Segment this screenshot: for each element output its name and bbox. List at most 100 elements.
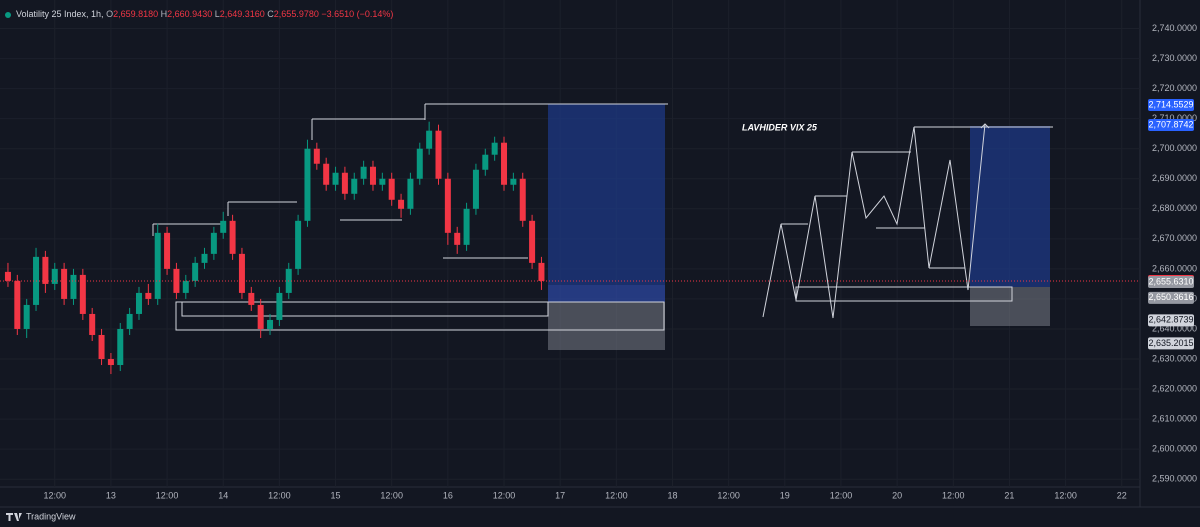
candles	[0, 121, 1140, 375]
axes: 2,590.0000 2,600.0000 2,610.0000 2,620.0000…	[43, 23, 1197, 500]
x-tick-label: 14	[218, 490, 228, 500]
candle-body	[192, 262, 199, 281]
x-tick-label: 12:00	[1054, 490, 1077, 500]
y-tick-label: 2,730.0000	[1152, 53, 1197, 63]
candle-body	[407, 178, 414, 209]
candle-body	[519, 178, 526, 221]
price-badge	[1148, 119, 1194, 132]
y-tick-label: 2,720.0000	[1152, 83, 1197, 93]
candle-body	[267, 319, 274, 329]
x-tick-label: 12:00	[156, 490, 179, 500]
candle-body	[454, 232, 461, 245]
x-tick-label: 18	[667, 490, 677, 500]
candle-body	[379, 178, 386, 185]
candle-body	[79, 274, 86, 314]
candle-body	[351, 178, 358, 194]
price-badge	[1148, 291, 1194, 304]
candle-body	[295, 220, 302, 269]
x-tick-label: 17	[555, 490, 565, 500]
y-tick-label: 2,590.0000	[1152, 474, 1197, 484]
symbol: Volatility 25 Index, 1h,	[16, 9, 104, 19]
candle-body	[463, 208, 470, 245]
candle-body	[98, 334, 105, 360]
candle-body	[210, 232, 217, 254]
x-tick-label: 12:00	[605, 490, 628, 500]
price-badge	[1148, 314, 1194, 327]
y-tick-label: 2,640.0000	[1152, 323, 1197, 333]
candle-body	[201, 253, 208, 263]
candle-body	[501, 142, 508, 185]
entry-zone	[548, 285, 665, 302]
y-tick-label: 2,610.0000	[1152, 413, 1197, 423]
key: O	[106, 9, 113, 19]
candle-body	[332, 172, 339, 185]
y-tick-label: 2,690.0000	[1152, 173, 1197, 183]
candle-body	[107, 359, 114, 366]
candle-body	[4, 271, 11, 281]
candle-body	[388, 178, 395, 200]
candle-body	[276, 292, 283, 320]
price-badge-label: 2,655.6310	[1148, 276, 1193, 286]
zone-box	[795, 286, 1013, 302]
candle-body	[323, 163, 330, 185]
candle-body	[89, 313, 96, 335]
candle-body	[444, 178, 451, 233]
candle-body	[257, 304, 264, 329]
candle-body	[135, 292, 142, 314]
y-tick-label: 2,600.0000	[1152, 444, 1197, 454]
x-tick-label: 12:00	[380, 490, 403, 500]
zone-box	[181, 301, 549, 317]
stop-zone	[970, 287, 1050, 326]
candle-body	[70, 274, 77, 299]
x-tick-label: 12:00	[43, 490, 66, 500]
x-tick-label: 12:00	[942, 490, 965, 500]
candle-body	[117, 328, 124, 366]
target-zone	[548, 104, 665, 285]
footer-bar	[0, 507, 1200, 527]
candle-body	[229, 220, 236, 254]
level-lines	[152, 103, 668, 259]
candle-body	[238, 253, 245, 293]
candle-body	[360, 166, 367, 179]
x-tick-label: 12:00	[493, 490, 516, 500]
value: 2,655.9780	[274, 9, 319, 19]
projection-levels	[781, 123, 1053, 269]
candle-body	[416, 148, 423, 179]
legend: Volatility 25 Index, 1h, O2,659.8180 H2,…	[16, 9, 393, 19]
candle-body	[491, 142, 498, 155]
candle-body	[341, 172, 348, 194]
candle-body	[182, 280, 189, 293]
candle-body	[14, 280, 21, 329]
candle-body	[529, 220, 536, 263]
drawings	[152, 103, 1053, 350]
candle-body	[304, 148, 311, 221]
candle-body	[173, 268, 180, 293]
stop-zone	[548, 302, 665, 350]
candle-body	[23, 304, 30, 329]
candle-body	[126, 313, 133, 329]
price-badge-label: 2,650.3616	[1148, 292, 1193, 302]
candle-body	[51, 268, 58, 284]
y-tick-label: 2,710.0000	[1152, 113, 1197, 123]
candle-body	[482, 154, 489, 170]
x-tick-label: 22	[1117, 490, 1127, 500]
y-tick-label: 2,700.0000	[1152, 143, 1197, 153]
candle-body	[42, 256, 49, 284]
price-badge-label: 2,642.8739	[1148, 315, 1193, 325]
candle-body	[435, 130, 442, 179]
candle-body	[145, 292, 152, 299]
candle-body	[369, 166, 376, 185]
key: L	[215, 9, 220, 19]
projection-path	[762, 123, 986, 319]
y-tick-label: 2,630.0000	[1152, 353, 1197, 363]
x-tick-label: 19	[780, 490, 790, 500]
key: H	[161, 9, 168, 19]
annotation: LAVHIDER VIX 25	[742, 122, 818, 132]
candle-body	[248, 292, 255, 305]
key: C	[267, 9, 274, 19]
candle-body	[472, 169, 479, 209]
brand[interactable]: TradingView	[26, 511, 76, 521]
x-tick-label: 12:00	[830, 490, 853, 500]
x-tick-label: 12:00	[268, 490, 291, 500]
